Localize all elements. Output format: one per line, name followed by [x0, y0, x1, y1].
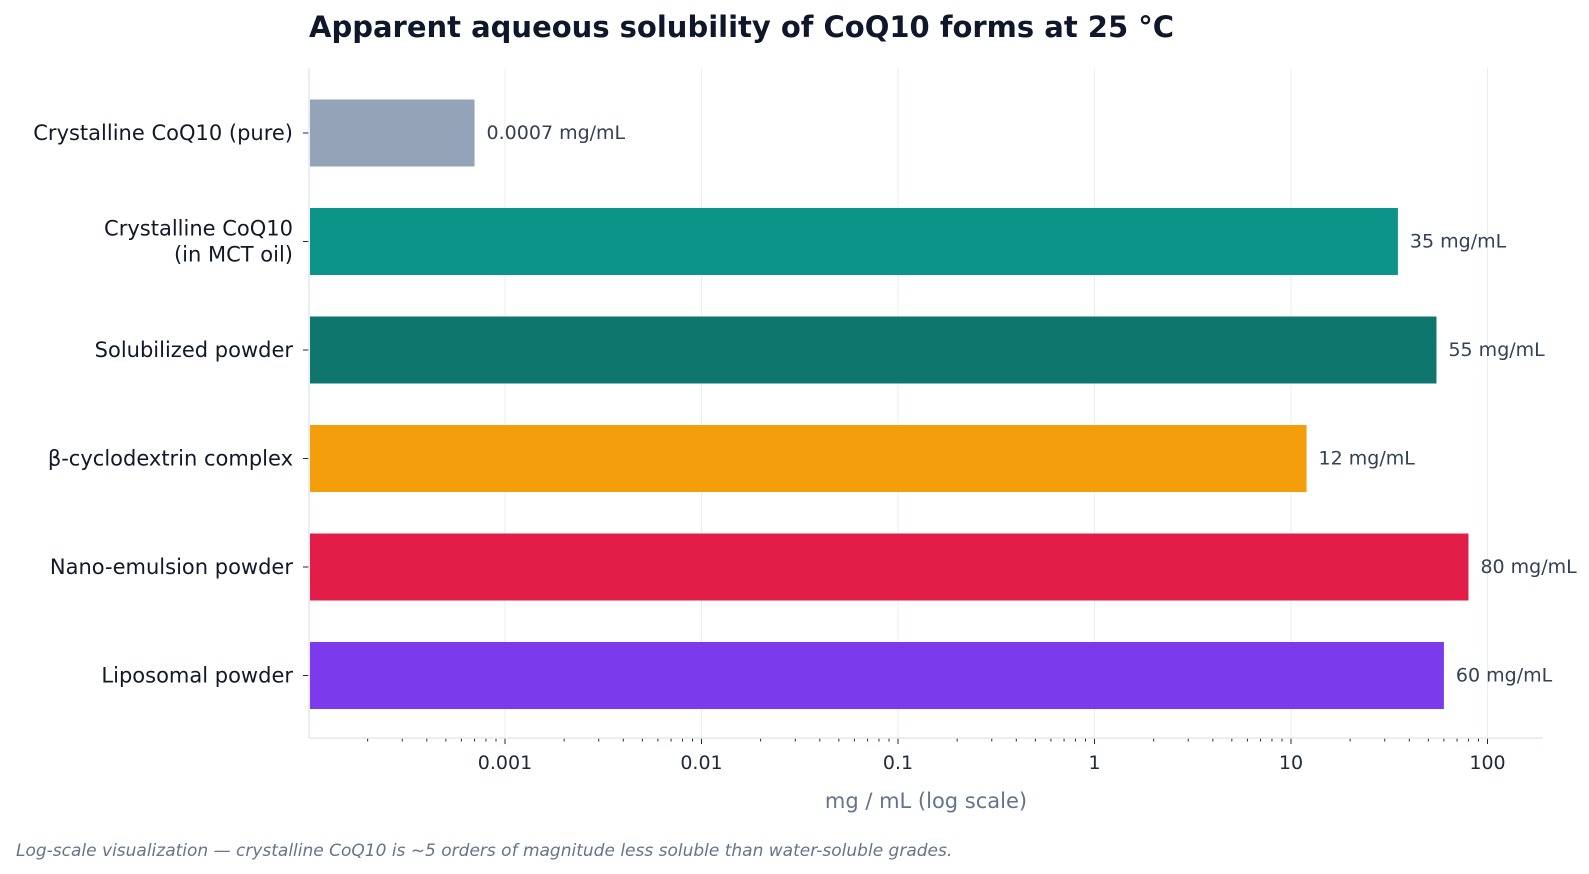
x-axis-title: mg / mL (log scale) — [825, 789, 1027, 813]
category-label-2: Solubilized powder — [95, 338, 294, 362]
x-tick-label-0: 0.001 — [478, 752, 532, 774]
bar-0 — [310, 99, 475, 167]
x-tick-label-1: 0.01 — [680, 752, 722, 774]
value-label-2: 55 mg/mL — [1448, 339, 1545, 361]
category-label-0: Crystalline CoQ10 (pure) — [33, 121, 293, 145]
x-tick-label-2: 0.1 — [883, 752, 913, 774]
value-label-4: 80 mg/mL — [1480, 556, 1577, 578]
category-label-1-line-1: (in MCT oil) — [174, 243, 293, 267]
x-tick-label-4: 10 — [1279, 752, 1303, 774]
bar-5 — [310, 642, 1444, 709]
value-label-0: 0.0007 mg/mL — [487, 122, 626, 144]
bars — [310, 99, 1469, 709]
value-label-5: 60 mg/mL — [1456, 665, 1553, 687]
category-label-4: Nano-emulsion powder — [50, 555, 293, 579]
chart-title: Apparent aqueous solubility of CoQ10 for… — [309, 10, 1174, 44]
x-tick-label-3: 1 — [1088, 752, 1100, 774]
gridlines — [504, 68, 1488, 738]
minor-ticks — [303, 132, 1488, 744]
x-tick-label-5: 100 — [1469, 752, 1505, 774]
value-label-1: 35 mg/mL — [1410, 231, 1507, 253]
category-label-1-line-0: Crystalline CoQ10 — [104, 217, 293, 241]
chart-footnote: Log-scale visualization — crystalline Co… — [16, 841, 952, 861]
category-label-3: β-cyclodextrin complex — [48, 447, 293, 471]
labels: 0.001 0.01 0.1 1 10 100 Crystalline CoQ10 (pur… — [33, 121, 1577, 774]
bar-2 — [310, 316, 1437, 384]
bar-1 — [310, 208, 1398, 275]
bar-4 — [310, 533, 1469, 601]
category-label-5: Liposomal powder — [101, 664, 293, 688]
value-label-3: 12 mg/mL — [1319, 448, 1416, 470]
bar-3 — [310, 425, 1307, 492]
